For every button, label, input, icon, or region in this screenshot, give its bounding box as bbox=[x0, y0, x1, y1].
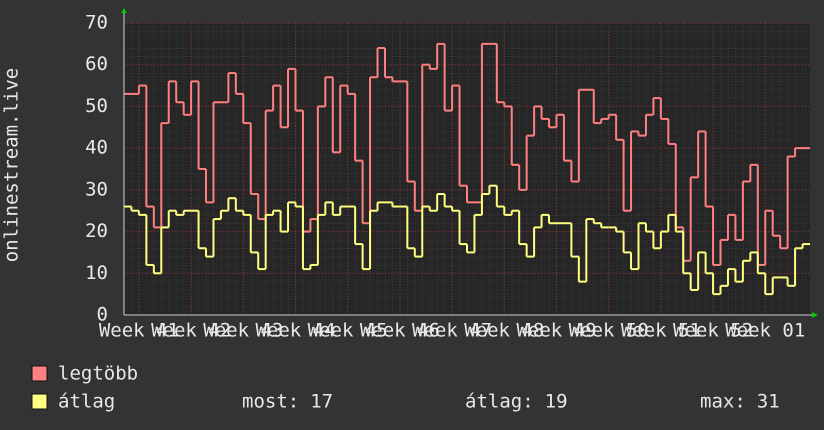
x-tick-label: Week 47 bbox=[412, 320, 492, 342]
y-axis-label: onlinestream.live bbox=[1, 68, 23, 262]
stat-label: átlag: bbox=[465, 391, 534, 413]
stat-value: 17 bbox=[310, 391, 333, 413]
y-tick-label: 60 bbox=[85, 53, 108, 75]
x-tick-label: Week 45 bbox=[308, 320, 388, 342]
legend-label: legtöbb bbox=[58, 363, 138, 385]
series bbox=[124, 42, 810, 266]
x-tick-label: Week 52 bbox=[673, 320, 753, 342]
x-tick-label: Week 49 bbox=[516, 320, 596, 342]
legend-swatch bbox=[31, 365, 48, 382]
x-tick-label: Week 43 bbox=[203, 320, 283, 342]
x-tick-label: Week 46 bbox=[360, 320, 440, 342]
x-tick-label: Week 01 bbox=[725, 320, 805, 342]
stat-label: max: bbox=[700, 391, 746, 413]
x-tick-label: Week 41 bbox=[99, 320, 179, 342]
y-tick-label: 30 bbox=[85, 178, 108, 200]
minor-grid bbox=[124, 23, 810, 315]
y-tick-label: 50 bbox=[85, 95, 108, 117]
x-tick-label: Week 50 bbox=[569, 320, 649, 342]
stat-value: 19 bbox=[545, 391, 568, 413]
plot bbox=[124, 22, 810, 316]
x-tick-label: Week 44 bbox=[255, 320, 335, 342]
y-tick-label: 40 bbox=[85, 137, 108, 159]
y-tick-label: 0 bbox=[97, 304, 108, 326]
stat-value: 31 bbox=[757, 391, 780, 413]
y-tick-label: 20 bbox=[85, 220, 108, 242]
stat-label: most: bbox=[242, 391, 299, 413]
legend-swatch bbox=[31, 393, 48, 410]
x-tick-label: Week 51 bbox=[621, 320, 701, 342]
series bbox=[124, 184, 810, 296]
y-tick-label: 10 bbox=[85, 262, 108, 284]
x-tick-label: Week 42 bbox=[151, 320, 231, 342]
y-tick-label: 70 bbox=[85, 12, 108, 34]
legend-label: átlag bbox=[58, 391, 115, 413]
x-tick-label: Week 48 bbox=[464, 320, 544, 342]
